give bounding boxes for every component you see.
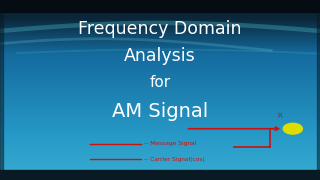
Text: -- Message Signal: -- Message Signal xyxy=(144,141,196,147)
Text: Analysis: Analysis xyxy=(124,47,196,65)
Text: -- Carrier Signal(cos): -- Carrier Signal(cos) xyxy=(144,157,205,162)
Text: R: R xyxy=(278,113,282,119)
Polygon shape xyxy=(0,0,3,180)
Text: for: for xyxy=(149,75,171,90)
Polygon shape xyxy=(317,0,320,180)
Text: AM Signal: AM Signal xyxy=(112,102,208,121)
Text: Frequency Domain: Frequency Domain xyxy=(78,20,242,38)
Circle shape xyxy=(283,123,302,134)
Polygon shape xyxy=(0,170,320,180)
Polygon shape xyxy=(0,0,320,12)
